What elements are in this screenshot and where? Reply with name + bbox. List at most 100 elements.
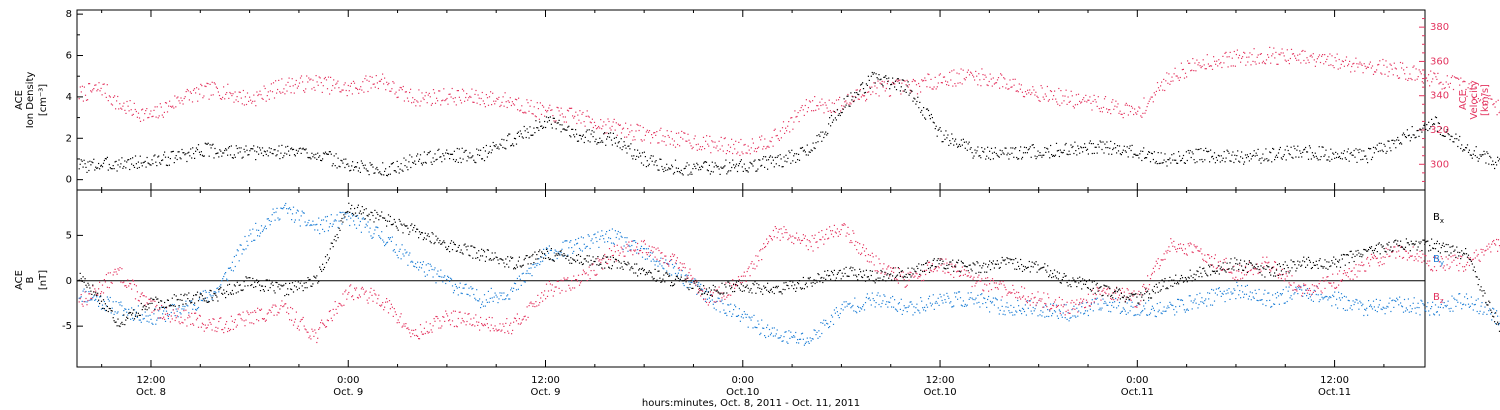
velocity-point: [634, 139, 636, 141]
density-point: [231, 157, 233, 159]
density-point: [1161, 162, 1163, 164]
velocity-point: [556, 106, 558, 108]
density-point: [96, 167, 98, 169]
velocity-point: [98, 82, 100, 84]
density-point: [1139, 153, 1141, 155]
Bz-point: [384, 306, 386, 308]
velocity-point: [834, 111, 837, 113]
By-point: [277, 217, 279, 219]
velocity-point: [436, 97, 438, 99]
density-point: [873, 72, 875, 74]
density-point: [1128, 147, 1130, 149]
velocity-point: [680, 136, 682, 138]
By-point: [1157, 311, 1159, 313]
velocity-point: [1193, 70, 1195, 72]
density-point: [655, 160, 657, 162]
velocity-point: [1430, 70, 1432, 72]
By-point: [967, 292, 969, 294]
velocity-axis-label-2: Velocity: [1469, 80, 1480, 119]
By-point: [272, 208, 274, 210]
Bz-point: [244, 325, 246, 327]
x-tick-label-time: 12:00: [926, 375, 955, 386]
density-point: [201, 154, 203, 156]
density-point: [321, 160, 323, 162]
By-point: [1127, 312, 1129, 314]
velocity-point: [713, 146, 715, 148]
density-point: [928, 114, 931, 117]
By-point: [944, 299, 946, 301]
By-point: [432, 276, 434, 278]
By-point: [282, 208, 284, 210]
By-point: [436, 273, 438, 275]
By-point: [601, 230, 603, 232]
By-point: [1352, 300, 1354, 302]
By-point: [1009, 312, 1011, 314]
By-point: [1064, 317, 1066, 319]
density-point: [569, 135, 571, 137]
By-point: [908, 305, 910, 307]
density-point: [1297, 145, 1299, 147]
density-point: [1185, 151, 1187, 153]
density-point: [773, 166, 775, 168]
By-point: [953, 305, 955, 307]
By-point: [363, 218, 365, 220]
velocity-point: [102, 83, 104, 85]
Bz-point: [389, 308, 391, 310]
By-point: [966, 304, 968, 306]
Bz-point: [319, 327, 321, 329]
velocity-point: [1433, 72, 1435, 74]
By-point: [105, 305, 107, 307]
By-point: [424, 275, 426, 277]
Bz-point: [377, 298, 379, 300]
density-point: [972, 157, 974, 159]
velocity-point: [1410, 77, 1412, 80]
velocity-point: [1424, 77, 1427, 79]
By-point: [364, 226, 366, 228]
By-point: [1216, 294, 1218, 296]
density-point: [607, 136, 609, 138]
density-point: [699, 166, 701, 168]
velocity-point: [361, 89, 363, 91]
top-plot-points: [78, 46, 1500, 177]
velocity-point: [181, 100, 183, 102]
density-point: [1167, 159, 1169, 161]
Bz-point: [227, 327, 230, 330]
velocity-point: [1345, 56, 1348, 58]
velocity-point: [1084, 100, 1086, 102]
By-point: [449, 280, 451, 282]
Bz-point: [451, 320, 454, 322]
Bz-point: [327, 320, 329, 322]
velocity-point: [901, 82, 903, 84]
By-point: [916, 303, 918, 305]
By-point: [570, 240, 572, 242]
By-point: [776, 329, 778, 331]
density-point: [136, 167, 138, 169]
density-point: [1387, 140, 1389, 142]
density-point: [316, 158, 318, 160]
velocity-point: [211, 81, 213, 83]
Bz-point: [185, 309, 187, 311]
density-point: [978, 155, 980, 157]
By-point: [1034, 308, 1036, 310]
density-point: [1401, 143, 1403, 145]
By-point: [1051, 315, 1053, 317]
By-point: [1259, 299, 1261, 301]
density-point: [547, 117, 550, 119]
density-point: [740, 159, 742, 161]
density-point: [664, 167, 666, 169]
density-point: [659, 158, 661, 160]
density-point: [797, 159, 799, 161]
velocity-point: [368, 80, 370, 82]
density-point: [406, 166, 408, 168]
density-point: [1052, 154, 1055, 157]
By-point: [217, 287, 219, 289]
By-point: [1166, 307, 1168, 309]
density-point: [524, 130, 526, 132]
By-point: [866, 293, 868, 295]
velocity-point: [1216, 60, 1218, 62]
velocity-point: [397, 96, 399, 98]
density-point: [1223, 151, 1225, 153]
By-point: [356, 214, 359, 217]
Bz-point: [460, 322, 462, 324]
By-point: [812, 338, 814, 340]
